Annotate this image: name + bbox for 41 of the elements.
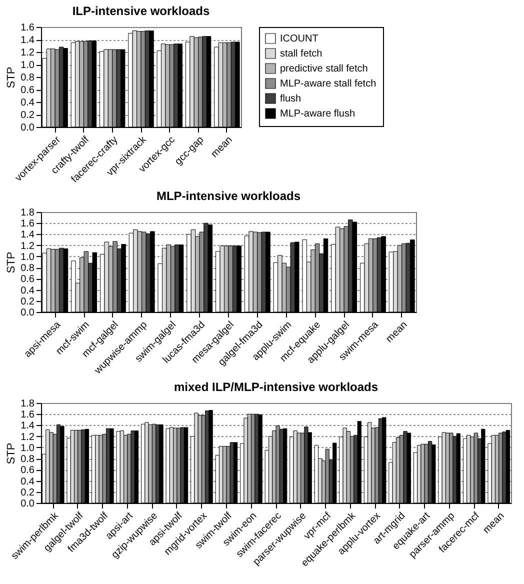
y-tick-label: 0.8 <box>20 72 35 84</box>
y-tick-label: 1.8 <box>20 398 35 410</box>
y-tick-label: 1.8 <box>20 208 35 218</box>
y-tick-label: 1.2 <box>20 432 35 443</box>
y-tick-label: 0.2 <box>20 487 35 498</box>
y-axis-title: STP <box>6 252 18 274</box>
legend-label: ICOUNT <box>280 34 318 44</box>
y-tick-label: 0.6 <box>20 465 35 476</box>
y-tick-label: 0.0 <box>20 498 35 510</box>
legend-label: MLP-aware stall fetch <box>280 78 376 90</box>
y-axis-title: STP <box>6 66 18 88</box>
y-tick-label: 0.4 <box>20 476 35 488</box>
y-tick-label: 1.0 <box>20 442 35 454</box>
y-tick-label: 1.6 <box>20 22 35 34</box>
y-axis-title: STP <box>6 442 18 464</box>
y-tick-label: 0.0 <box>20 308 35 318</box>
chart-title: MLP-intensive workloads <box>156 189 301 203</box>
y-tick-label: 0.8 <box>20 263 35 274</box>
y-tick-label: 1.2 <box>20 240 35 252</box>
y-tick-label: 1.4 <box>20 35 35 46</box>
y-tick-label: 1.0 <box>20 60 35 71</box>
y-tick-label: 0.2 <box>20 296 35 308</box>
y-tick-label: 0.2 <box>20 110 35 121</box>
legend-label: flush <box>280 94 302 104</box>
y-tick-label: 1.0 <box>20 252 35 263</box>
y-tick-label: 0.4 <box>20 285 35 296</box>
y-tick-label: 0.8 <box>20 454 35 466</box>
y-tick-label: 1.6 <box>20 218 35 230</box>
y-tick-label: 0.6 <box>20 274 35 286</box>
y-tick-label: 0.0 <box>20 122 35 134</box>
legend-label: predictive stall fetch <box>280 64 368 74</box>
chart-title: mixed ILP/MLP-intensive workloads <box>174 380 378 394</box>
y-tick-label: 1.6 <box>20 410 35 421</box>
legend-label: stall fetch <box>280 48 322 60</box>
y-tick-label: 1.4 <box>20 420 35 432</box>
chart-title: ILP-intensive workloads <box>72 4 210 18</box>
y-tick-label: 0.4 <box>20 98 35 108</box>
y-tick-label: 1.4 <box>20 230 35 241</box>
y-tick-label: 0.6 <box>20 85 35 96</box>
legend-label: MLP-aware flush <box>280 108 356 120</box>
y-tick-label: 1.2 <box>20 48 35 58</box>
